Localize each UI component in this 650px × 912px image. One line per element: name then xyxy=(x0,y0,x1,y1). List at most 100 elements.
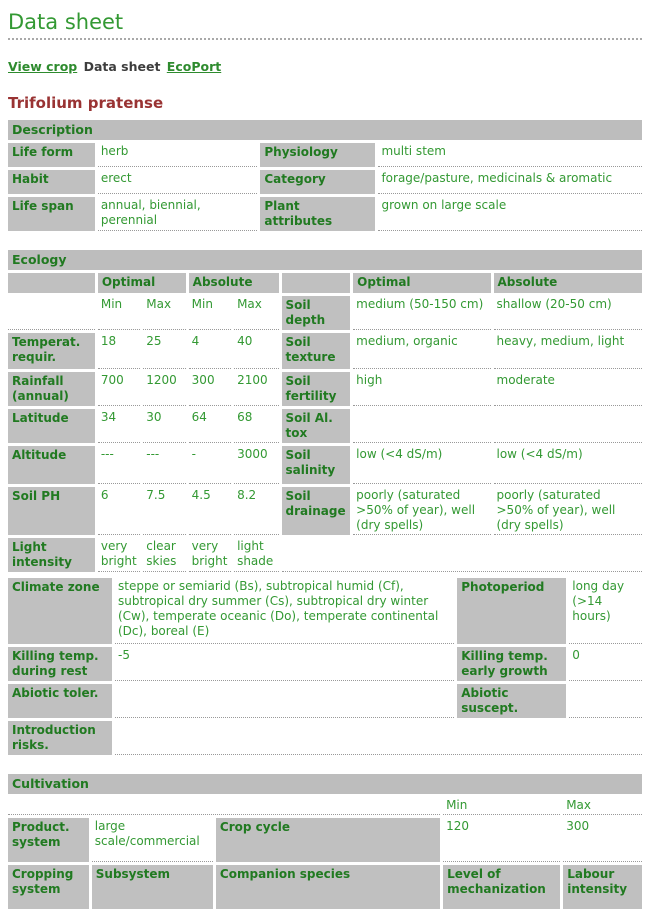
ecoport-link[interactable]: EcoPort xyxy=(166,59,222,74)
cell-value: 7.5 xyxy=(143,487,186,535)
cell-value: 34 xyxy=(97,409,141,443)
column-header-absolute: Absolute xyxy=(493,273,642,293)
row-label: Soil fertility xyxy=(281,372,351,406)
cell-value: multi stem xyxy=(378,143,642,167)
spacer-cell xyxy=(8,273,95,293)
cell-value xyxy=(353,409,491,443)
view-crop-link[interactable]: View crop xyxy=(8,59,78,74)
cell-value: 300 xyxy=(563,818,642,862)
cultivation-section-header: Cultivation xyxy=(8,774,642,794)
cell-value xyxy=(114,684,455,718)
column-header: Labour intensity xyxy=(563,865,642,909)
row-label: Physiology xyxy=(260,143,376,167)
cell-value: herb xyxy=(97,143,258,167)
cell-value xyxy=(569,684,642,718)
column-header-optimal: Optimal xyxy=(353,273,491,293)
spacer-cell xyxy=(8,296,95,330)
species-title: Trifolium pratense xyxy=(8,94,164,112)
row-label: Soil Al. tox xyxy=(281,409,351,443)
cell-value: light shade xyxy=(234,538,279,572)
cell-value xyxy=(493,409,642,443)
row-label: Crop cycle xyxy=(215,818,441,862)
row-label: Soil texture xyxy=(281,333,351,369)
cell-value: low (<4 dS/m) xyxy=(353,446,491,484)
cell-value: clear skies xyxy=(143,538,186,572)
ecology-section-header: Ecology xyxy=(8,250,642,270)
cell-value: 4.5 xyxy=(188,487,232,535)
breadcrumb: View crop Data sheet EcoPort xyxy=(8,59,645,74)
breadcrumb-current: Data sheet xyxy=(83,59,161,74)
row-label: Habit xyxy=(8,170,95,194)
table-row: Latitude 34 30 64 68 Soil Al. tox xyxy=(8,409,642,443)
row-label: Life form xyxy=(8,143,95,167)
cell-value: 3000 xyxy=(234,446,279,484)
row-label: Rainfall (annual) xyxy=(8,372,95,406)
row-label: Introduction risks. xyxy=(8,721,112,755)
row-label: Latitude xyxy=(8,409,95,443)
cell-value: 4 xyxy=(188,333,232,369)
description-table: Life form herb Physiology multi stem Hab… xyxy=(5,140,645,234)
cell-value: 64 xyxy=(188,409,232,443)
cell-value: erect xyxy=(97,170,258,194)
cell-value: 700 xyxy=(97,372,141,406)
cell-value: 25 xyxy=(143,333,186,369)
column-header: Cropping system xyxy=(8,865,89,909)
row-label: Light intensity xyxy=(8,538,95,572)
row-label: Abiotic toler. xyxy=(8,684,112,718)
table-row: Abiotic toler. Abiotic suscept. xyxy=(8,684,642,718)
cell-value: very bright xyxy=(97,538,141,572)
cell-value: 0 xyxy=(569,647,642,681)
cell-value: --- xyxy=(143,446,186,484)
row-label: Plant attributes xyxy=(260,197,376,231)
subheader-max: Max xyxy=(143,296,186,330)
cell-value: long day (>14 hours) xyxy=(569,578,642,644)
table-row: Soil PH 6 7.5 4.5 8.2 Soil drainage poor… xyxy=(8,487,642,535)
table-row: Min Max xyxy=(8,797,642,815)
row-label: Photoperiod xyxy=(457,578,567,644)
column-header: Subsystem xyxy=(91,865,213,909)
table-row: Climate zone steppe or semiarid (Bs), su… xyxy=(8,578,642,644)
cell-value: -5 xyxy=(114,647,455,681)
cell-value: grown on large scale xyxy=(378,197,642,231)
row-label: Life span xyxy=(8,197,95,231)
spacer-cell xyxy=(281,273,351,293)
column-header: Companion species xyxy=(215,865,441,909)
cell-value: heavy, medium, light xyxy=(493,333,642,369)
table-row: Product. system large scale/commercial C… xyxy=(8,818,642,862)
cell-value: 8.2 xyxy=(234,487,279,535)
table-row: Introduction risks. xyxy=(8,721,642,755)
row-label: Product. system xyxy=(8,818,89,862)
cell-value: moderate xyxy=(493,372,642,406)
table-row: Altitude --- --- - 3000 Soil salinity lo… xyxy=(8,446,642,484)
cell-value: 30 xyxy=(143,409,186,443)
cell-value: - xyxy=(188,446,232,484)
table-row: Light intensity very bright clear skies … xyxy=(8,538,642,572)
ecology-table: Optimal Absolute Optimal Absolute Min Ma… xyxy=(5,270,645,575)
table-row: Life form herb Physiology multi stem xyxy=(8,143,642,167)
subheader-min: Min xyxy=(97,296,141,330)
cell-value: low (<4 dS/m) xyxy=(493,446,642,484)
subheader-min: Min xyxy=(443,797,561,815)
subheader-max: Max xyxy=(563,797,642,815)
cell-value: forage/pasture, medicinals & aromatic xyxy=(378,170,642,194)
table-row: Min Max Min Max Soil depth medium (50-15… xyxy=(8,296,642,330)
cell-value: shallow (20-50 cm) xyxy=(493,296,642,330)
subheader-max: Max xyxy=(234,296,279,330)
cell-value: steppe or semiarid (Bs), subtropical hum… xyxy=(114,578,455,644)
column-header-absolute: Absolute xyxy=(188,273,279,293)
row-label: Soil PH xyxy=(8,487,95,535)
row-label: Killing temp. early growth xyxy=(457,647,567,681)
description-section-header: Description xyxy=(8,120,642,140)
cell-value: large scale/commercial xyxy=(91,818,213,862)
row-label: Soil drainage xyxy=(281,487,351,535)
spacer-cell xyxy=(8,797,441,815)
row-label: Temperat. requir. xyxy=(8,333,95,369)
row-label: Abiotic suscept. xyxy=(457,684,567,718)
cell-value: 1200 xyxy=(143,372,186,406)
cultivation-table: Min Max Product. system large scale/comm… xyxy=(5,794,645,912)
table-row: Habit erect Category forage/pasture, med… xyxy=(8,170,642,194)
row-label: Altitude xyxy=(8,446,95,484)
table-row: Temperat. requir. 18 25 4 40 Soil textur… xyxy=(8,333,642,369)
cell-value: 300 xyxy=(188,372,232,406)
cell-value: medium, organic xyxy=(353,333,491,369)
